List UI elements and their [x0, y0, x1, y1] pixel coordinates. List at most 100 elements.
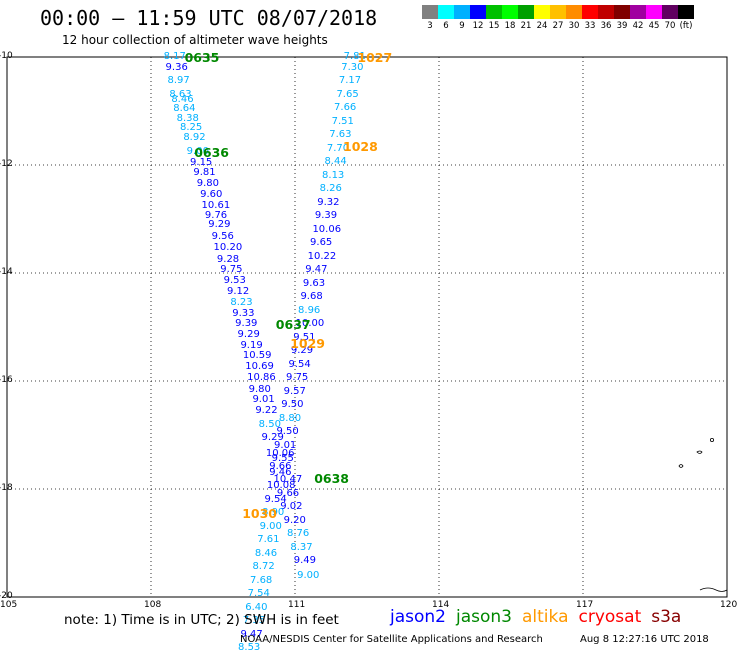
wave-height-value: 9.29 [290, 345, 314, 357]
color-swatch [486, 5, 502, 19]
pass-time-label: 1027 [357, 50, 393, 65]
color-scale-label: 24 [536, 21, 548, 31]
longitude-tick-label: 105 [0, 600, 18, 610]
credit-line: NOAA/NESDIS Center for Satellite Applica… [240, 634, 543, 645]
wave-height-value: 9.32 [317, 196, 340, 208]
wave-height-value: 9.47 [240, 628, 263, 640]
wave-height-value: 8.17 [163, 51, 186, 62]
wave-height-value: 9.49 [293, 555, 316, 567]
color-swatch [614, 5, 630, 19]
wave-height-value: 9.01 [252, 394, 275, 406]
color-scale-label: 45 [648, 21, 660, 31]
wave-height-value: 8.38 [176, 113, 199, 125]
wave-height-value: 9.15 [190, 156, 213, 168]
wave-height-value: 7.51 [331, 115, 354, 127]
wave-height-value: 7.54 [247, 588, 270, 600]
island-mark [710, 437, 715, 442]
color-swatch [502, 5, 518, 19]
pass-time-label: 1030 [242, 506, 277, 522]
wave-height-value: 10.47 [273, 474, 303, 486]
wave-height-value: 8.46 [254, 547, 278, 559]
longitude-tick-label: 117 [576, 600, 594, 610]
map-subtitle: 12 hour collection of altimeter wave hei… [62, 33, 328, 47]
wave-height-value: 8.25 [179, 122, 203, 134]
wave-height-value: 9.39 [235, 318, 258, 330]
color-swatch [598, 5, 614, 19]
wave-height-value: 8.92 [183, 132, 206, 143]
coastline-mark [699, 587, 728, 592]
pass-time-label: 0636 [194, 144, 229, 160]
wave-height-value: 9.29 [208, 218, 231, 230]
wave-height-value: 9.66 [276, 487, 300, 499]
color-scale-label: 42 [632, 21, 644, 31]
wave-height-value: 9.20 [283, 514, 306, 526]
wave-height-value: 10.86 [247, 371, 276, 383]
wave-height-value: 10.61 [201, 199, 231, 211]
wave-height-value: 9.65 [310, 237, 333, 249]
wave-height-value: 9.80 [248, 383, 271, 395]
wave-height-value: 8.90 [262, 507, 285, 519]
wave-height-value: 8.37 [290, 541, 313, 553]
legend-entry-altika: altika [522, 607, 569, 627]
color-swatch [470, 5, 486, 19]
latitude-tick-label: -16 [0, 375, 13, 385]
wave-height-value: 9.81 [193, 166, 216, 178]
latitude-tick-label: -12 [0, 159, 13, 169]
wave-height-value: 9.36 [165, 61, 188, 73]
wave-height-value: 9.33 [232, 308, 255, 320]
color-swatch [422, 5, 438, 19]
wave-height-value: 9.50 [281, 399, 304, 411]
wave-height-value: 8.13 [322, 169, 345, 181]
wave-height-value: 9.54 [264, 493, 287, 505]
wave-height-value: 8.23 [230, 296, 253, 308]
color-scale-swatches [422, 5, 694, 19]
wave-height-value: 9.00 [259, 520, 282, 532]
color-scale-label: 21 [520, 21, 532, 31]
color-scale-label: 6 [443, 21, 449, 31]
color-swatch [438, 5, 454, 19]
color-swatch [662, 5, 678, 19]
wave-height-value: 6.40 [245, 601, 268, 613]
wave-height-value: 9.55 [271, 453, 294, 465]
wave-height-value: 9.00 [186, 146, 209, 158]
wave-height-value: 9.57 [283, 385, 306, 397]
map-frame [6, 56, 728, 598]
wave-height-value: 9.47 [305, 264, 328, 276]
wave-height-value: 7.61 [257, 534, 280, 546]
pass-time-label: 1029 [290, 336, 325, 352]
island-mark [696, 450, 703, 454]
color-scale-label: 33 [584, 21, 596, 31]
longitude-tick-label: 114 [432, 600, 450, 610]
color-scale-label: 36 [600, 21, 612, 31]
wave-height-value: 9.56 [211, 231, 234, 243]
color-swatch [550, 5, 566, 19]
color-swatch [582, 5, 598, 19]
wave-height-value: 9.75 [220, 264, 243, 276]
wave-height-value: 8.63 [169, 88, 192, 100]
color-scale-label: 18 [504, 21, 516, 31]
wave-height-value: 9.66 [269, 461, 292, 473]
wave-height-value: 9.75 [286, 372, 309, 384]
map-title: 00:00 – 11:59 UTC 08/07/2018 [40, 6, 378, 30]
wave-height-value: 9.60 [200, 189, 223, 201]
wave-height-value: 9.02 [280, 501, 303, 513]
wave-height-value: 8.26 [319, 183, 342, 195]
legend-entry-jason3: jason3 [456, 607, 512, 627]
wave-height-value: 7.30 [341, 61, 364, 73]
wave-height-value: 7.68 [250, 574, 273, 586]
color-scale-legend: 3 6 9 12 15 18 21 24 27 30 33 36 39 42 45 70 (ft) [422, 5, 694, 31]
wave-height-value: 10.20 [213, 242, 243, 254]
longitude-tick-label: 120 [720, 600, 738, 610]
wave-height-value: 8.97 [167, 75, 190, 87]
wave-height-value: 10.69 [245, 360, 274, 372]
generation-timestamp: Aug 8 12:27:16 UTC 2018 [580, 634, 709, 645]
color-swatch [678, 5, 694, 19]
island-mark [678, 464, 684, 468]
pass-time-label: 0635 [184, 50, 220, 65]
legend-entry-cryosat: cryosat [578, 607, 642, 627]
wave-height-value: 9.50 [276, 426, 299, 438]
wave-height-value: 10.06 [265, 447, 295, 459]
wave-height-value: 9.12 [227, 286, 250, 298]
wave-height-value: 10.06 [312, 223, 342, 235]
pass-time-label: 0638 [314, 471, 349, 487]
